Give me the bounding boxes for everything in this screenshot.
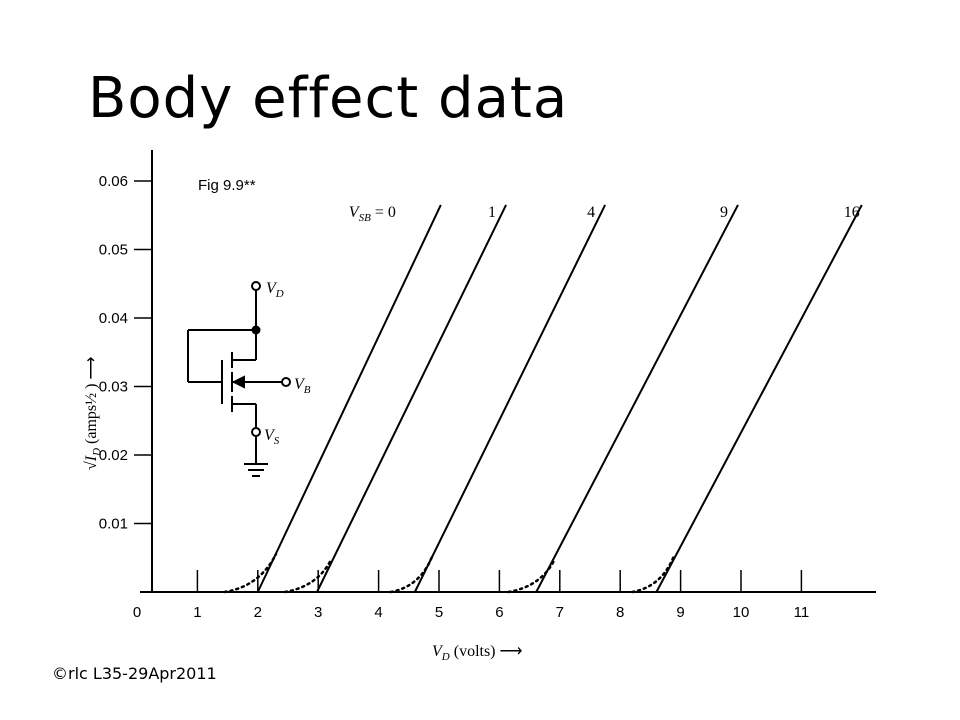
x-tick-label: 9	[676, 604, 684, 621]
footer-text: ©rlc L35-29Apr2011	[52, 664, 217, 683]
y-ticks: 0.01 0.02 0.03 0.04 0.05 0.06	[99, 173, 152, 533]
y-tick-label: 0.02	[99, 447, 128, 464]
series-tail	[223, 553, 278, 594]
series-label: 1	[488, 204, 496, 221]
x-tick-label: 7	[556, 604, 564, 621]
bulk-terminal	[281, 377, 291, 387]
series-line	[655, 204, 863, 593]
x-ticks: 0 1 2 3 4 5 6 7 8 9 10 11	[133, 570, 809, 621]
x-tick-label: 0	[133, 604, 141, 621]
x-tick-label: 3	[314, 604, 322, 621]
circuit-labels: VD VB VS	[264, 280, 311, 447]
x-tick-label: 6	[495, 604, 503, 621]
y-tick-label: 0.01	[99, 516, 128, 533]
mosfet-circuit	[187, 281, 291, 477]
drain-terminal	[251, 281, 261, 291]
series-tail	[283, 559, 332, 594]
y-tick-label: 0.04	[99, 310, 128, 327]
series-tail	[631, 553, 676, 594]
x-tick-label: 8	[616, 604, 624, 621]
x-tick-label: 5	[435, 604, 443, 621]
series-line	[535, 204, 739, 593]
series-line	[316, 204, 507, 593]
y-tick-label: 0.03	[99, 379, 128, 396]
series-label: VSB = 0	[349, 204, 396, 224]
series-tail	[389, 553, 435, 594]
y-tick-label: 0.05	[99, 242, 128, 259]
series-line	[413, 204, 606, 593]
y-tick-label: 0.06	[99, 173, 128, 190]
x-tick-label: 4	[374, 604, 382, 621]
slide-title: Body effect data	[88, 66, 569, 131]
series-group: VSB = 0 1 4 9 16	[223, 204, 863, 594]
figure-label: Fig 9.9**	[198, 177, 256, 194]
x-tick-label: 2	[254, 604, 262, 621]
x-tick-label: 11	[794, 604, 810, 621]
svg-text:VD (volts) ⟶: VD (volts) ⟶	[432, 643, 523, 663]
drain-label: VD	[266, 280, 284, 300]
series-label: 16	[844, 204, 860, 221]
x-tick-label: 10	[733, 604, 750, 621]
series-label: 4	[587, 204, 595, 221]
bulk-arrow-icon	[231, 375, 245, 389]
series-label: 9	[720, 204, 728, 221]
series-line	[256, 204, 442, 593]
source-terminal	[251, 427, 261, 437]
svg-text:√ID (amps½ ) ⟶: √ID (amps½ ) ⟶	[83, 357, 103, 470]
series-tail	[507, 559, 556, 594]
x-axis-label: VD (volts) ⟶	[432, 643, 523, 663]
y-axis-label: √ID (amps½ ) ⟶	[83, 357, 103, 470]
bulk-label: VB	[294, 376, 311, 396]
source-label: VS	[264, 427, 280, 447]
x-tick-label: 1	[193, 604, 201, 621]
